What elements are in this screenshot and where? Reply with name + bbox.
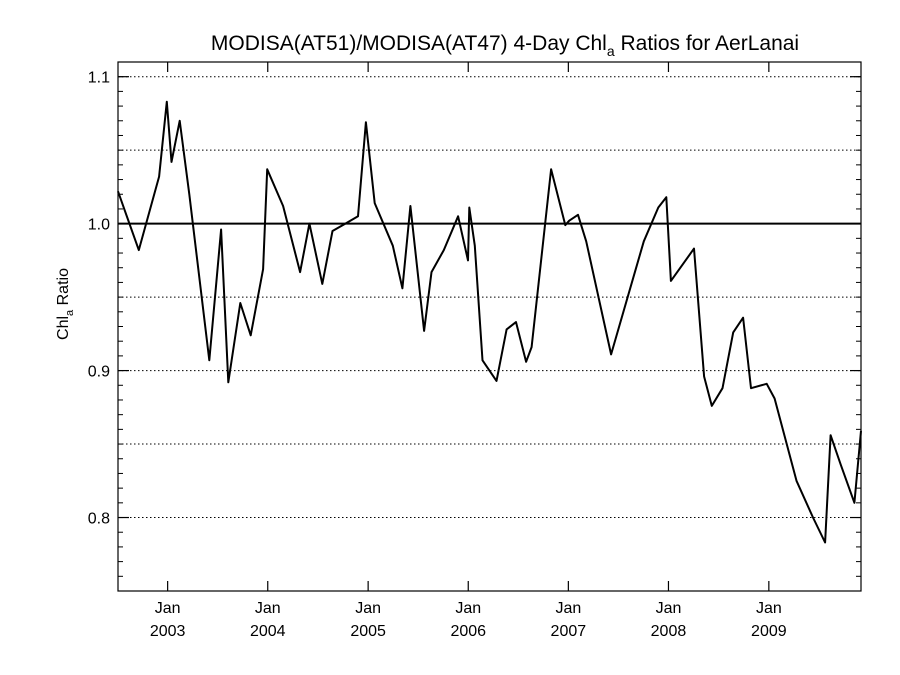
- x-tick-label-month: Jan: [355, 600, 381, 617]
- x-tick-label-year: 2009: [751, 623, 787, 640]
- y-tick-label: 1.0: [88, 217, 110, 234]
- y-axis-label-main: Chl: [55, 316, 72, 340]
- x-tick-label-month: Jan: [155, 600, 181, 617]
- chart-title-subscript: a: [607, 43, 615, 59]
- chart-title-suffix: Ratios for AerLanai: [615, 32, 799, 55]
- x-tick-label-month: Jan: [255, 600, 281, 617]
- series-line: [117, 100, 862, 544]
- gridlines: [118, 76, 861, 519]
- x-tick-label-year: 2005: [350, 623, 386, 640]
- y-axis-label-suffix: Ratio: [55, 268, 72, 310]
- x-tick-label-month: Jan: [455, 600, 481, 617]
- x-axis-ticks: Jan 2003 Jan 2004 Jan 2005 Jan 2006 Jan 2007 Jan 20…: [150, 62, 787, 640]
- x-tick-label-year: 2004: [250, 623, 286, 640]
- x-tick-label-month: Jan: [756, 600, 782, 617]
- y-tick-label: 0.8: [88, 511, 110, 528]
- chart-title-main: MODISA(AT51)/MODISA(AT47) 4-Day Chl: [211, 32, 607, 55]
- x-tick-label-year: 2006: [450, 623, 486, 640]
- x-tick-label-year: 2003: [150, 623, 186, 640]
- y-tick-label: 0.9: [88, 364, 110, 381]
- y-axis-label: Chla Ratio: [55, 268, 76, 340]
- x-tick-label-year: 2007: [551, 623, 587, 640]
- y-tick-label: 1.1: [88, 70, 110, 87]
- x-tick-label-year: 2008: [651, 623, 687, 640]
- x-tick-label-month: Jan: [555, 600, 581, 617]
- y-axis-ticks: 0.8 0.9 1.0 1.1: [88, 70, 861, 528]
- chart-title: MODISA(AT51)/MODISA(AT47) 4-Day Chla Rat…: [211, 32, 799, 59]
- x-tick-label-month: Jan: [656, 600, 682, 617]
- plot-frame: [117, 61, 862, 592]
- minor-ticks: [118, 61, 861, 592]
- y-axis-label-subscript: a: [64, 309, 76, 316]
